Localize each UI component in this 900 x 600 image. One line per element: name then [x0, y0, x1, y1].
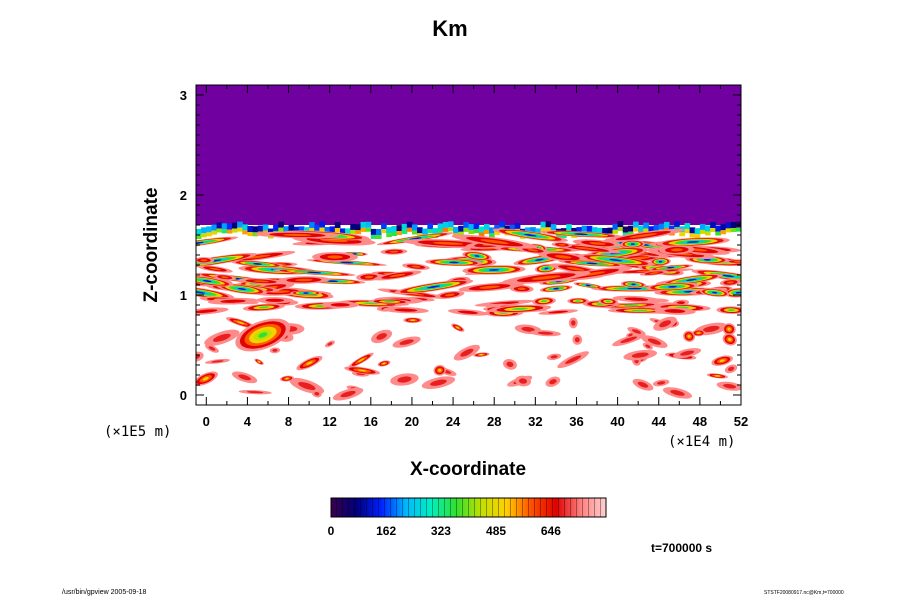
footer-right: STSTF20080917.nc@Km,t=700000: [764, 590, 844, 596]
x-tick-label: 20: [405, 414, 419, 429]
colorbar-tick-label: 0: [328, 524, 335, 538]
x-tick-label: 4: [244, 414, 252, 429]
colorbar-tick-label: 162: [376, 524, 396, 538]
y-tick-label: 0: [180, 388, 187, 403]
y-axis-label: Z-coordinate: [141, 187, 162, 303]
x-tick-label: 36: [569, 414, 583, 429]
x-tick-label: 0: [203, 414, 210, 429]
x-tick-label: 24: [446, 414, 461, 429]
colorbar-tick-label: 646: [541, 524, 561, 538]
colorbar-frame: [330, 497, 607, 518]
x-tick-label: 48: [693, 414, 707, 429]
y-tick-label: 1: [180, 288, 187, 303]
y-axis-unit: (×1E5 m): [104, 424, 172, 440]
footer-left: /usr/bin/gpview 2005-09-18: [62, 589, 147, 596]
x-tick-label: 28: [487, 414, 501, 429]
y-tick-label: 2: [180, 188, 187, 203]
time-annotation: t=700000 s: [651, 541, 713, 555]
x-axis-unit: (×1E4 m): [668, 434, 736, 450]
x-tick-label: 52: [734, 414, 748, 429]
x-tick-label: 32: [528, 414, 542, 429]
upper-layer: [196, 85, 741, 225]
x-axis-label: X-coordinate: [409, 459, 527, 480]
y-tick-label: 3: [180, 88, 187, 103]
chart-title: Km: [432, 16, 468, 41]
colorbar-stripes: [331, 498, 606, 517]
x-tick-label: 16: [364, 414, 378, 429]
x-tick-label: 44: [652, 414, 667, 429]
colorbar-tick-label: 485: [486, 524, 506, 538]
x-tick-label: 8: [285, 414, 292, 429]
x-tick-label: 40: [610, 414, 624, 429]
turbulent-structures: [196, 228, 741, 401]
x-tick-label: 12: [322, 414, 336, 429]
colorbar-tick-label: 323: [431, 524, 451, 538]
